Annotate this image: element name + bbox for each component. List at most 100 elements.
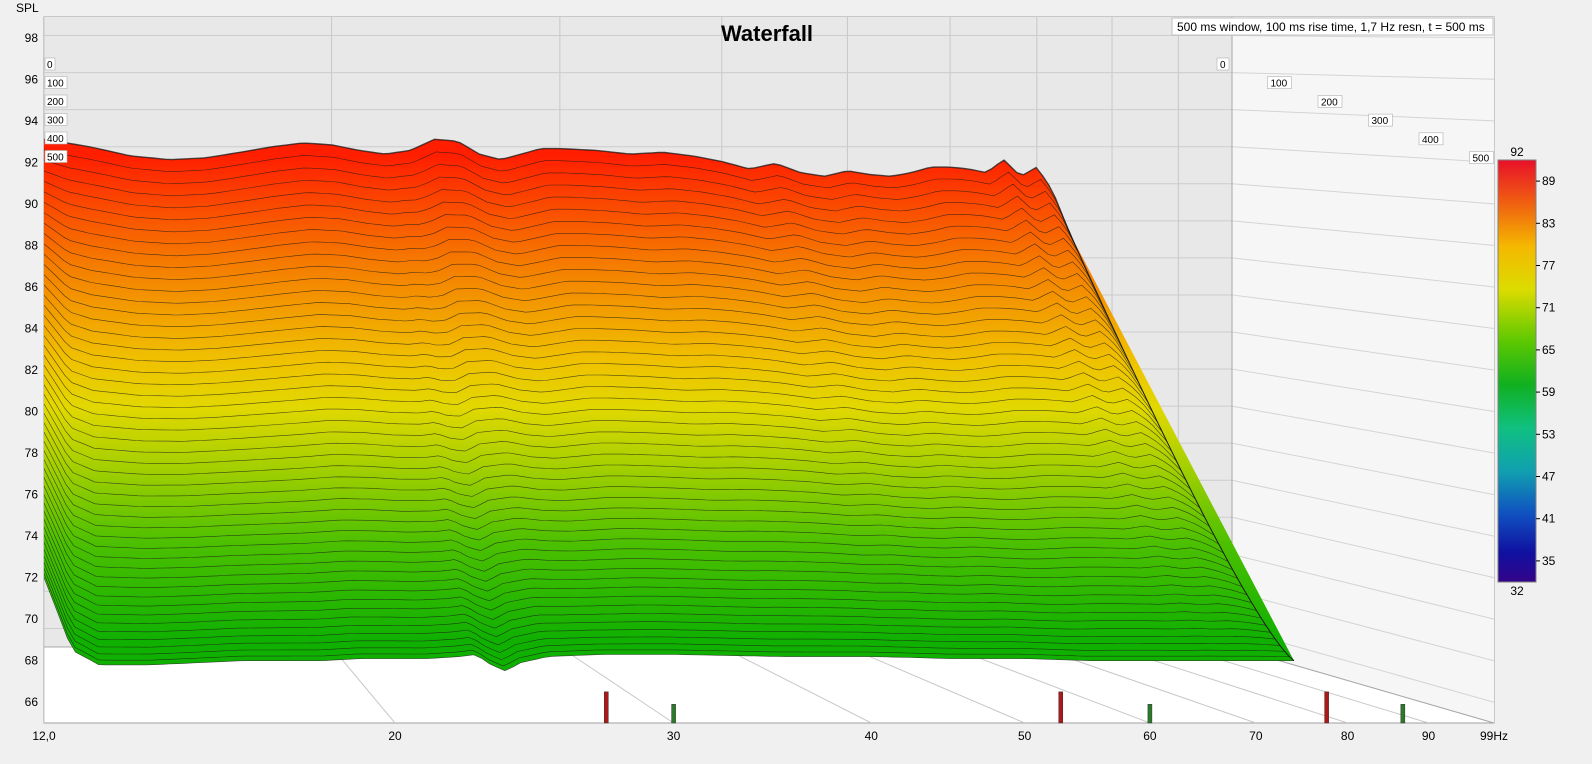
time-tick-label: 500 bbox=[1473, 154, 1490, 165]
slice-line bbox=[44, 577, 1294, 672]
y-tick-label: 96 bbox=[25, 72, 39, 86]
time-tick-label: 300 bbox=[1372, 116, 1389, 127]
slice-line bbox=[44, 459, 1219, 545]
time-tick-label: 400 bbox=[1422, 135, 1439, 146]
y-tick-label: 90 bbox=[25, 197, 39, 211]
grid-line-y-side bbox=[1231, 72, 1494, 80]
time-axis-ticks-right: 0 100 200 300 400 500 bbox=[1216, 57, 1494, 165]
time-axis-ticks-left: 0 100 200 300 400 500 bbox=[44, 57, 68, 164]
slice-line bbox=[44, 555, 1276, 646]
time-tick-box bbox=[1216, 57, 1230, 71]
y-axis-ticks: 98 96 94 92 90 88 86 84 82 80 78 76 74 72 70 68 66 bbox=[25, 31, 39, 709]
time-tick-label: 100 bbox=[47, 79, 64, 90]
time-tick-box bbox=[1469, 151, 1494, 164]
colorbar-ticks: 89 83 77 71 65 59 53 47 41 35 bbox=[1536, 174, 1556, 568]
x-tick-label: 90 bbox=[1422, 729, 1436, 743]
grid-line-y-side bbox=[1231, 220, 1494, 246]
time-tick-label: 300 bbox=[47, 116, 64, 127]
slice-line bbox=[44, 485, 1233, 571]
slice-line bbox=[44, 494, 1238, 579]
grid-line-y-side bbox=[1231, 331, 1494, 371]
colorbar-tick-label: 35 bbox=[1542, 554, 1556, 568]
slice-line bbox=[44, 468, 1224, 554]
grid-line-y-side bbox=[1231, 553, 1494, 620]
slice-line bbox=[44, 511, 1248, 596]
marker-bar bbox=[1147, 704, 1153, 724]
slice-line bbox=[44, 202, 1097, 292]
time-tick-label: 100 bbox=[1271, 79, 1288, 90]
time-tick-box bbox=[44, 94, 68, 108]
y-tick-label: 82 bbox=[25, 363, 39, 377]
time-tick-box bbox=[44, 113, 68, 126]
colorbar-tick-label: 77 bbox=[1542, 259, 1556, 273]
grid-line-y-side bbox=[1231, 405, 1494, 454]
slice-line bbox=[44, 384, 1182, 471]
colorbar-tick-label: 53 bbox=[1542, 427, 1556, 441]
slice-line bbox=[44, 295, 1139, 383]
slice-line bbox=[44, 502, 1243, 587]
x-tick-label: 50 bbox=[1018, 729, 1032, 743]
slice-line bbox=[44, 432, 1205, 518]
slice-line bbox=[44, 403, 1191, 490]
slice-line bbox=[44, 325, 1154, 413]
chart-title: Waterfall bbox=[721, 21, 813, 46]
marker-bar bbox=[671, 704, 676, 724]
marker-bar bbox=[604, 691, 609, 724]
y-tick-label: 80 bbox=[25, 405, 39, 419]
x-tick-label: 70 bbox=[1249, 729, 1263, 743]
colorbar-max: 92 bbox=[1510, 145, 1524, 159]
marker-bar bbox=[1324, 691, 1329, 724]
colorbar bbox=[1497, 159, 1537, 583]
colorbar-tick-label: 71 bbox=[1542, 301, 1556, 315]
slice-line bbox=[44, 212, 1102, 303]
slice-line bbox=[44, 138, 1069, 231]
time-tick-label: 200 bbox=[47, 97, 64, 108]
slice-line bbox=[44, 233, 1111, 323]
grid-line-y-side bbox=[1231, 183, 1494, 205]
y-tick-label: 98 bbox=[25, 31, 39, 45]
marker-bar bbox=[1058, 691, 1064, 724]
x-axis-ticks: 12,0 20 30 40 50 60 70 80 90 99Hz bbox=[32, 729, 1508, 743]
time-tick-box bbox=[1418, 132, 1444, 146]
grid-line-y-side bbox=[1231, 109, 1494, 122]
colorbar-tick-label: 41 bbox=[1542, 512, 1556, 526]
slice-line bbox=[44, 413, 1196, 499]
slice-line bbox=[44, 345, 1163, 433]
slice-line bbox=[44, 160, 1078, 251]
time-tick-box bbox=[1267, 76, 1292, 89]
grid-line-x-floor bbox=[559, 646, 674, 723]
time-tick-box bbox=[1368, 113, 1393, 127]
time-tick-box bbox=[44, 131, 68, 145]
slice-line bbox=[44, 243, 1116, 333]
grid-line-y-side bbox=[1231, 442, 1494, 496]
waterfall-surface bbox=[44, 138, 1295, 672]
colorbar-tick-label: 83 bbox=[1542, 216, 1556, 230]
slice-line bbox=[44, 441, 1210, 527]
slice-line bbox=[44, 305, 1144, 393]
grid-line-y-side bbox=[1231, 35, 1494, 39]
time-tick-box bbox=[44, 76, 68, 89]
grid-line-x-floor bbox=[847, 646, 1025, 723]
colorbar-tick-label: 89 bbox=[1542, 174, 1556, 188]
slice-line bbox=[44, 549, 1271, 638]
slice-line bbox=[44, 274, 1130, 363]
colorbar-min: 32 bbox=[1510, 584, 1524, 598]
slice-line bbox=[44, 526, 1257, 611]
y-tick-label: 66 bbox=[25, 695, 39, 709]
slice-line bbox=[44, 450, 1215, 536]
x-tick-label: 99Hz bbox=[1480, 729, 1508, 743]
x-tick-label: 20 bbox=[388, 729, 402, 743]
time-tick-label: 200 bbox=[1321, 97, 1338, 108]
colorbar-tick-label: 47 bbox=[1542, 470, 1556, 484]
x-tick-label: 60 bbox=[1143, 729, 1157, 743]
y-tick-label: 72 bbox=[25, 571, 39, 585]
grid-line-y-side bbox=[1231, 146, 1494, 163]
grid-line-y-side bbox=[1231, 516, 1494, 579]
slice-line bbox=[44, 335, 1158, 423]
time-tick-label: 500 bbox=[47, 153, 64, 164]
y-tick-label: 68 bbox=[25, 654, 39, 668]
marker-bars bbox=[604, 691, 1406, 724]
y-tick-label: 74 bbox=[25, 529, 39, 543]
y-tick-label: 76 bbox=[25, 488, 39, 502]
slice-line bbox=[44, 394, 1187, 481]
